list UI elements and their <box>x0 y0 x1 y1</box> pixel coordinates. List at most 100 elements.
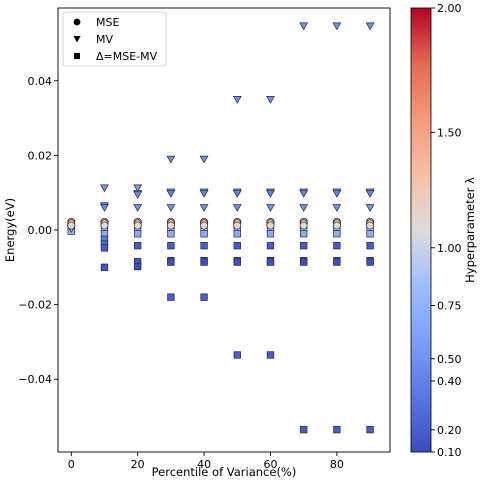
delta-point <box>233 351 241 359</box>
mse-point <box>100 221 109 230</box>
axes: 0 20 40 60 80 −0.04 −0.02 0.00 0.02 0.04 Percentil… <box>3 7 391 479</box>
data-marks <box>66 22 375 434</box>
mv-point <box>332 204 342 212</box>
mv-point <box>266 204 275 212</box>
y-tick-label: 0.02 <box>28 149 53 162</box>
colorbar-tick-label: 2.00 <box>437 2 462 15</box>
delta-point <box>333 258 341 266</box>
delta-point <box>200 230 208 238</box>
y-axis-label: Energy(eV) <box>3 198 17 262</box>
mv-point <box>266 96 275 104</box>
mv-point <box>266 190 275 198</box>
delta-point <box>200 293 208 301</box>
colorbar-tick-label: 0.10 <box>437 446 462 459</box>
legend-marker-circle <box>73 18 81 26</box>
x-tick-label: 0 <box>68 458 75 471</box>
legend-label: Δ=MSE-MV <box>96 50 158 63</box>
mse-point <box>233 221 242 230</box>
colorbar-tick-label: 1.50 <box>437 126 462 139</box>
mv-point <box>232 204 242 212</box>
delta-point <box>300 425 308 434</box>
mv-point <box>332 22 342 31</box>
colorbar-label: Hyperparameter λ <box>463 177 477 283</box>
mv-point <box>166 190 176 198</box>
mv-point <box>232 190 242 198</box>
delta-point <box>134 242 142 250</box>
delta-point <box>167 258 175 266</box>
mv-point <box>332 190 342 198</box>
legend-marker-triangle <box>73 36 81 43</box>
mv-point <box>299 204 309 212</box>
delta-point <box>167 230 175 238</box>
legend-box <box>62 11 167 67</box>
delta-point <box>300 230 308 238</box>
colorbar-tick-label: 0.40 <box>437 375 462 388</box>
delta-point <box>366 242 374 250</box>
colorbar-tick-label: 1.00 <box>437 242 462 255</box>
mv-point <box>299 190 309 198</box>
mv-point <box>133 191 143 199</box>
mse-point <box>366 221 375 230</box>
delta-point <box>100 244 109 252</box>
y-tick-label: 0.00 <box>28 224 53 237</box>
delta-point <box>266 230 275 238</box>
y-tick-label: −0.02 <box>18 299 52 312</box>
mse-point <box>299 221 308 230</box>
delta-point <box>266 242 275 250</box>
x-tick-label: 80 <box>330 458 344 471</box>
delta-point <box>233 242 241 250</box>
mv-point <box>232 96 242 104</box>
legend-label: MV <box>96 33 113 46</box>
delta-point <box>333 242 341 250</box>
delta-point <box>300 258 308 266</box>
delta-point <box>333 230 341 238</box>
delta-point <box>366 425 374 434</box>
delta-point <box>366 230 374 238</box>
delta-point <box>167 242 175 250</box>
colorbar-gradient <box>410 7 432 453</box>
mse-point <box>133 221 142 230</box>
mv-point <box>166 155 176 164</box>
mv-point <box>100 204 109 212</box>
delta-point <box>100 263 109 271</box>
mv-point <box>365 204 375 212</box>
colorbar: 0.10 0.20 0.40 0.50 0.75 1.00 1.50 2.00 Hyperpar… <box>410 2 477 459</box>
delta-point <box>300 242 308 250</box>
mv-point <box>199 190 209 198</box>
legend-label: MSE <box>96 16 119 29</box>
mse-point <box>332 221 341 230</box>
delta-point <box>167 293 175 301</box>
delta-point <box>134 262 142 271</box>
y-tick-label: 0.04 <box>28 75 53 88</box>
x-tick-label: 20 <box>131 458 145 471</box>
delta-point <box>233 230 241 238</box>
mv-point <box>133 204 143 212</box>
mse-point <box>200 221 209 230</box>
x-tick-label: 40 <box>197 458 211 471</box>
mv-point <box>299 22 309 31</box>
mv-point <box>133 184 143 193</box>
delta-point <box>200 242 208 250</box>
mv-point <box>365 190 375 198</box>
mv-point <box>199 155 209 164</box>
colorbar-tick-label: 0.20 <box>437 424 462 437</box>
x-tick-label: 60 <box>263 458 277 471</box>
legend: MSE MV Δ=MSE-MV <box>62 11 167 67</box>
mv-point <box>199 204 209 212</box>
y-tick-label: −0.04 <box>18 373 52 386</box>
colorbar-tick-label: 0.75 <box>437 299 462 312</box>
delta-point <box>333 425 341 434</box>
mse-point <box>266 221 275 230</box>
delta-point <box>134 230 142 238</box>
delta-point <box>366 258 374 266</box>
mv-point <box>365 22 375 31</box>
delta-point <box>200 258 208 266</box>
mse-point <box>166 221 175 230</box>
delta-point <box>266 351 275 359</box>
mv-point <box>100 184 109 193</box>
delta-point <box>266 258 275 266</box>
x-axis-label: Percentile of Variance(%) <box>152 465 297 479</box>
colorbar-tick-label: 0.50 <box>437 353 462 366</box>
mse-point <box>67 221 76 230</box>
